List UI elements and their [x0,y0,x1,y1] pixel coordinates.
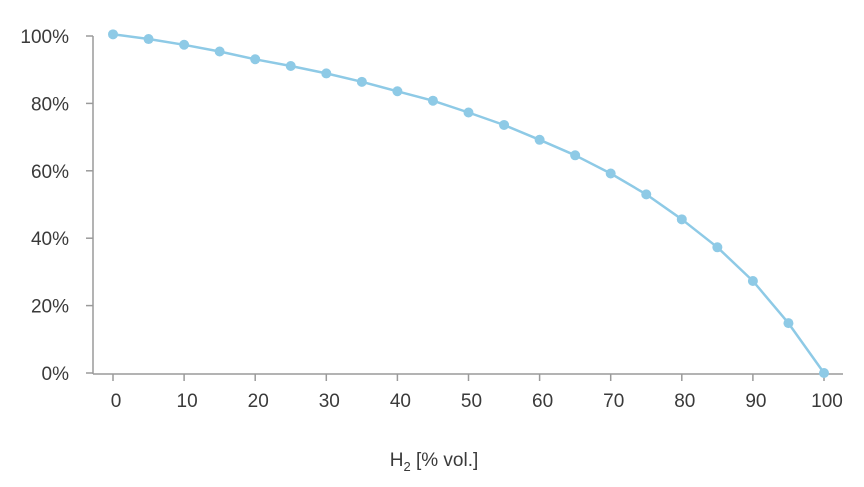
axes [92,36,843,375]
data-point [676,214,687,225]
x-tick-label: 50 [461,391,482,412]
y-axis-ticks: 0% 20% 40% 60% 80% 100% [20,27,93,385]
data-point [392,86,403,97]
data-point [819,368,829,378]
x-tick-label: 20 [248,391,269,412]
x-axis-ticks: 0 10 20 30 40 50 60 70 80 90 100 [111,374,843,412]
x-axis-title-subscript: 2 [403,459,410,474]
x-axis-title-suffix: [% vol.] [411,450,479,471]
y-tick-label: 80% [31,94,69,115]
x-tick-label: 80 [674,391,695,412]
x-tick-label: 40 [390,391,411,412]
data-point [427,95,438,106]
x-tick-label: 0 [111,391,122,412]
data-point [214,46,225,57]
data-point [783,318,794,329]
series-line [112,33,826,374]
data-point [143,34,154,45]
data-point [605,168,616,179]
x-tick-label: 70 [603,391,624,412]
x-tick-label: 60 [532,391,553,412]
x-tick-label: 10 [177,391,198,412]
x-axis-title-main: H [390,450,404,471]
data-point [321,68,332,79]
data-point [179,39,190,50]
x-tick-label: 100 [811,391,843,412]
data-point [499,119,510,130]
data-point [356,76,367,87]
data-point [108,29,118,40]
data-point [250,54,261,65]
x-axis-title: H2 [% vol.] [390,450,479,474]
y-tick-label: 40% [31,229,69,250]
y-tick-label: 20% [31,297,69,318]
data-point [712,242,723,253]
y-tick-label: 100% [20,27,69,48]
data-series [108,29,829,378]
y-tick-label: 60% [31,162,69,183]
y-tick-label: 0% [42,364,70,385]
data-point [641,189,652,200]
data-point [285,60,296,71]
data-point [747,275,758,286]
data-point [570,150,581,161]
data-point [534,134,545,145]
data-point [463,107,474,118]
x-tick-label: 30 [319,391,340,412]
x-tick-label: 90 [745,391,766,412]
